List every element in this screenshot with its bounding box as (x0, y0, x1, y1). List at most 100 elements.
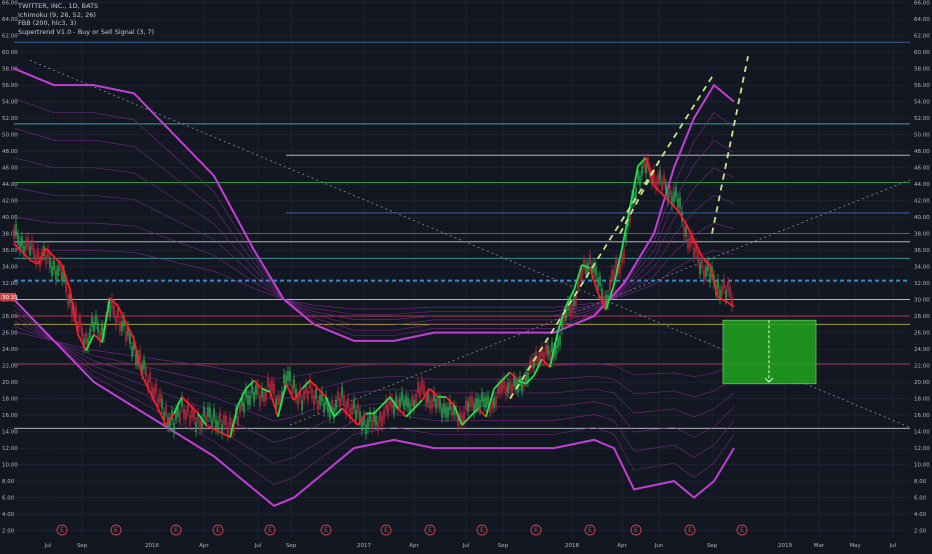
candle-body (575, 294, 577, 305)
candle-body (159, 392, 161, 403)
earnings-marker-label: E (428, 527, 432, 534)
x-tick-label: May (849, 543, 861, 549)
x-tick-label: Sep (286, 543, 297, 549)
candle-body (181, 396, 183, 407)
candle-body (371, 419, 373, 430)
candle-body (233, 421, 235, 432)
earnings-marker-label: E (634, 527, 638, 534)
x-tick-label: Jul (889, 543, 897, 549)
y-tick-label-right: 46.00 (914, 166, 930, 172)
candle-body (613, 269, 615, 280)
candle-body (655, 179, 657, 190)
candle-body (87, 338, 89, 349)
candle-body (97, 322, 99, 333)
candle-body (591, 265, 593, 276)
candle-body (725, 289, 727, 300)
y-tick-label-right: 4.00 (914, 512, 927, 518)
y-tick-label-left: 12.00 (2, 446, 18, 452)
y-tick-label-left: 44.00 (2, 182, 18, 188)
candle-body (17, 234, 19, 245)
candle-body (527, 372, 529, 383)
earnings-marker-icon (110, 524, 122, 536)
candle-body (467, 401, 469, 412)
legend-supertrend: Supertrend V1.0 - Buy or Sell Signal (3,… (18, 27, 155, 36)
supertrend-segment (389, 396, 399, 410)
candle-body (217, 420, 219, 431)
candle-body (365, 424, 367, 435)
candle-body (133, 340, 135, 351)
candle-body (315, 388, 317, 399)
candle-body (507, 382, 509, 393)
supertrend-segment (245, 379, 255, 390)
candle-body (499, 384, 501, 394)
candle-body (607, 294, 609, 305)
candle-body (461, 414, 463, 425)
supertrend-segment (165, 412, 175, 426)
x-tick-label: Apr (199, 543, 209, 549)
candle-body (209, 407, 211, 418)
candle-body (549, 350, 551, 361)
supertrend-segment (429, 388, 439, 398)
candle-body (407, 397, 409, 408)
supertrend-segment (181, 396, 191, 406)
supertrend-segment (573, 264, 583, 290)
candle-body (59, 261, 61, 272)
supertrend-segment (645, 157, 655, 186)
supertrend-segment (405, 407, 415, 418)
candle-body (609, 280, 611, 291)
candle-body (399, 397, 401, 408)
supertrend-segment (653, 185, 663, 195)
y-tick-label-left: 18.00 (2, 397, 18, 403)
candle-body (567, 300, 569, 311)
candle-body (351, 404, 353, 415)
candle-body (55, 270, 57, 281)
candle-body (19, 240, 21, 251)
bollinger-inner-upper (13, 97, 735, 336)
y-tick-label-right: 50.00 (914, 133, 930, 139)
candle-body (659, 170, 661, 181)
candle-body (81, 327, 83, 338)
supertrend-segment (357, 412, 367, 426)
candle-body (275, 399, 277, 410)
y-tick-label-right: 62.00 (914, 34, 930, 40)
candle-body (485, 397, 487, 408)
y-tick-label-right: 16.00 (914, 413, 930, 419)
y-tick-label-left: 52.00 (2, 116, 18, 122)
candle-body (669, 185, 671, 196)
candle-body (173, 423, 175, 434)
candle-body (223, 415, 225, 426)
candle-body (141, 364, 143, 375)
candle-body (405, 396, 407, 406)
candle-body (503, 378, 505, 389)
supertrend-segment (141, 375, 151, 393)
candle-body (71, 307, 73, 318)
supertrend-segment (461, 416, 471, 426)
candle-body (495, 396, 497, 407)
earnings-marker-icon (264, 524, 276, 536)
candle-body (341, 387, 343, 398)
candle-body (267, 377, 269, 388)
candle-body (251, 382, 253, 393)
candle-body (191, 407, 193, 418)
y-tick-label-right: 12.00 (914, 446, 930, 452)
y-tick-label-right: 64.00 (914, 17, 930, 23)
y-tick-label-left: 16.00 (2, 413, 18, 419)
candle-body (403, 399, 405, 410)
bollinger-inner-upper (13, 127, 735, 331)
candle-body (219, 412, 221, 423)
supertrend-segment (549, 330, 559, 368)
candle-body (389, 395, 391, 406)
candle-body (545, 344, 547, 355)
trend-dashed-2 (711, 56, 749, 234)
supertrend-segment (581, 264, 591, 270)
candle-body (49, 258, 51, 269)
y-tick-label-right: 40.00 (914, 215, 930, 221)
candle-body (451, 406, 453, 417)
candle-body (135, 354, 137, 364)
supertrend-segment (341, 407, 351, 418)
supertrend-segment (29, 259, 39, 265)
candle-body (305, 383, 307, 394)
candle-body (83, 338, 85, 349)
